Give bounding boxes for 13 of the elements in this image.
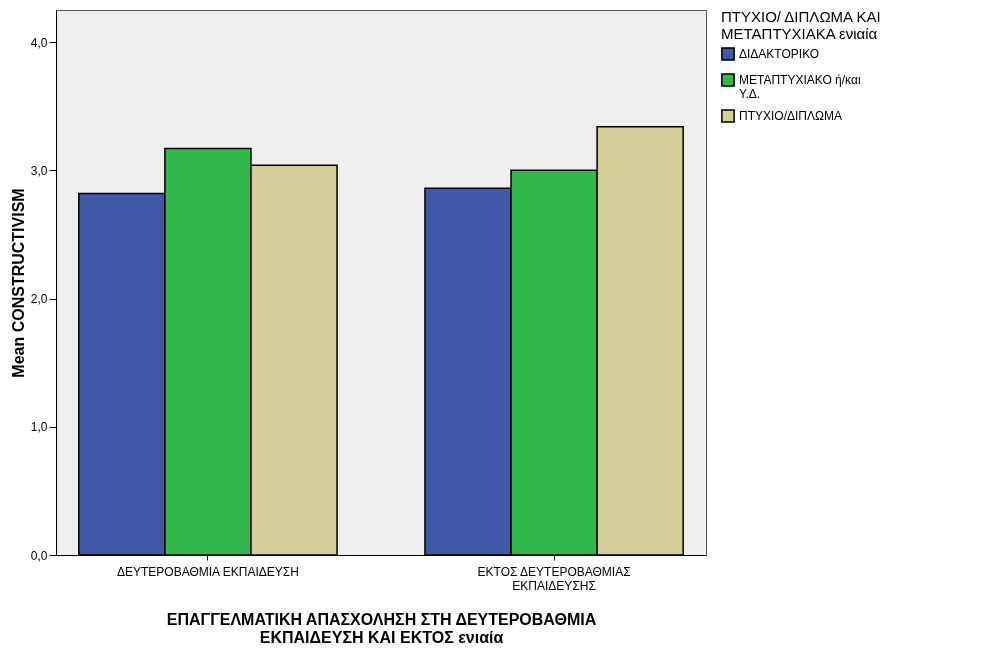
y-axis-title: Mean CONSTRUCTIVISM	[9, 188, 27, 378]
y-tick-label: 4,0	[30, 35, 48, 50]
legend-label: ΔΙΔΑΚΤΟΡΙΚΟ	[739, 47, 820, 61]
legend-label: ΜΕΤΑΠΤΥΧΙΑΚΟ ή/και Υ.Δ.	[739, 73, 861, 101]
x-tick-label: ΔΕΥΤΕΡΟΒΑΘΜΙΑ ΕΚΠΑΙΔΕΥΣΗ	[116, 564, 299, 579]
y-tick-label: 3,0	[30, 163, 48, 178]
x-tick-label: ΕΚΤΟΣ ΔΕΥΤΕΡΟΒΑΘΜΙΑΣ ΕΚΠΑΙΔΕΥΣΗΣ	[477, 564, 631, 593]
legend-label: ΠΤΥΧΙΟ/ΔΙΠΛΩΜΑ	[739, 109, 843, 123]
y-tick-label: 2,0	[30, 292, 48, 307]
x-axis-title: ΕΠΑΓΓΕΛΜΑΤΙΚΗ ΑΠΑΣΧΟΛΗΣΗ ΣΤΗ ΔΕΥΤΕΡΟΒΑΘΜΙΑ ΕΚΠΑΙΔΕΥΣΗ ΚΑΙ ΕΚΤΟΣ ενιαία	[166, 610, 597, 646]
y-tick-label: 1,0	[30, 420, 48, 435]
legend-title: ΠΤΥΧΙΟ/ ΔΙΠΛΩΜΑ ΚΑΙ ΜΕΤΑΠΤΥΧΙΑΚΑ ενιαία	[721, 8, 881, 42]
y-tick-label: 0,0	[30, 548, 48, 563]
